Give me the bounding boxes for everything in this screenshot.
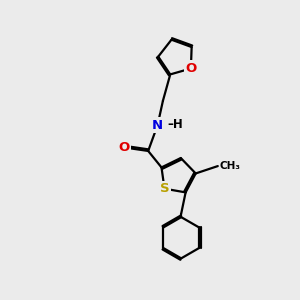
Text: –H: –H	[167, 118, 183, 131]
Text: O: O	[185, 62, 197, 75]
Text: S: S	[160, 182, 169, 195]
Text: CH₃: CH₃	[219, 161, 240, 171]
Text: O: O	[118, 141, 130, 154]
Text: N: N	[152, 118, 163, 131]
